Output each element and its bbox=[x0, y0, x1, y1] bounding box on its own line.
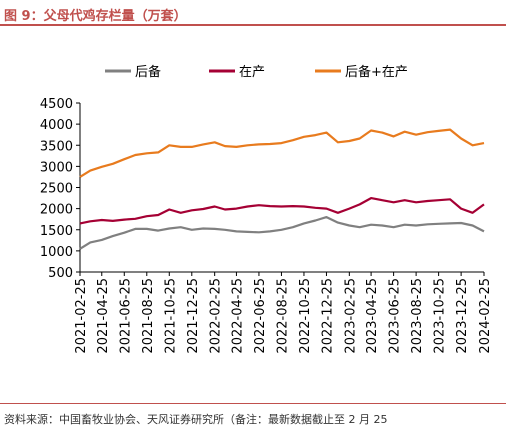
line-chart: 后备 在产 后备+在产 500 1000 1500 2000 2500 3000 3500 400… bbox=[40, 64, 493, 354]
x-tick-label: 2021-12-25 bbox=[186, 278, 201, 354]
series-line-1 bbox=[79, 216, 485, 250]
source-note: 资料来源：中国畜牧业协会、天风证券研究所（备注：最新数据截止至 2 月 25 bbox=[4, 413, 388, 426]
x-tick-label: 2023-12-25 bbox=[455, 278, 470, 354]
x-tick-label: 2022-04-25 bbox=[230, 278, 245, 354]
y-tick-label: 500 bbox=[48, 266, 73, 281]
y-tick-label: 4500 bbox=[40, 97, 73, 112]
source-rule bbox=[0, 403, 506, 404]
axes: 500 1000 1500 2000 2500 3000 3500 4000 4500 2021-… bbox=[40, 97, 493, 354]
y-tick-label: 2500 bbox=[40, 182, 73, 197]
x-tick-label: 2021-10-25 bbox=[163, 278, 178, 354]
series-line-2 bbox=[79, 197, 485, 225]
x-tick-label: 2021-08-25 bbox=[141, 278, 156, 354]
x-tick-label: 2022-06-25 bbox=[253, 278, 268, 354]
x-tick-label: 2021-02-25 bbox=[74, 278, 89, 354]
figure-title: 图 9：父母代鸡存栏量（万套） bbox=[4, 9, 187, 24]
x-tick-label: 2022-02-25 bbox=[209, 278, 224, 354]
y-tick-label: 1500 bbox=[40, 224, 73, 239]
x-tick-label: 2023-06-25 bbox=[388, 278, 403, 354]
y-tick-label: 2000 bbox=[40, 203, 73, 218]
legend: 后备 在产 后备+在产 bbox=[105, 64, 408, 80]
title-rule bbox=[0, 24, 506, 26]
y-tick-label: 4000 bbox=[40, 118, 73, 133]
legend-label-2: 在产 bbox=[239, 65, 265, 80]
x-tick-label: 2021-04-25 bbox=[96, 278, 111, 354]
x-tick-label: 2023-10-25 bbox=[433, 278, 448, 354]
y-tick-label: 1000 bbox=[40, 245, 73, 260]
x-tick-label: 2022-10-25 bbox=[298, 278, 313, 354]
x-tick-label: 2023-08-25 bbox=[410, 278, 425, 354]
x-tick-label: 2021-06-25 bbox=[118, 278, 133, 354]
x-tick-label: 2022-08-25 bbox=[275, 278, 290, 354]
x-tick-label: 2023-02-25 bbox=[343, 278, 358, 354]
x-tick-label: 2022-12-25 bbox=[320, 278, 335, 354]
series-line-3 bbox=[79, 128, 485, 178]
legend-label-3: 后备+在产 bbox=[345, 64, 408, 80]
x-tick-label: 2024-02-25 bbox=[478, 278, 493, 354]
y-tick-label: 3500 bbox=[40, 139, 73, 154]
x-tick-label: 2023-04-25 bbox=[365, 278, 380, 354]
y-tick-label: 3000 bbox=[40, 160, 73, 175]
legend-label-1: 后备 bbox=[135, 64, 161, 80]
series-layer bbox=[79, 128, 485, 250]
